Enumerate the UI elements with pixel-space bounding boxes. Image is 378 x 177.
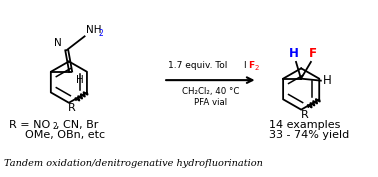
Text: H: H (76, 75, 84, 85)
Text: R: R (68, 103, 76, 113)
Text: F: F (249, 61, 255, 70)
Text: NH: NH (85, 25, 101, 35)
Text: I: I (243, 61, 246, 70)
Text: N: N (54, 38, 62, 48)
Text: R = NO: R = NO (9, 119, 51, 130)
Text: Tandem oxidation/denitrogenative hydrofluorination: Tandem oxidation/denitrogenative hydrofl… (5, 159, 263, 168)
Text: 2: 2 (254, 65, 259, 71)
Text: , CN, Br: , CN, Br (56, 119, 98, 130)
Text: CH₂Cl₂, 40 °C: CH₂Cl₂, 40 °C (182, 87, 239, 96)
Text: OMe, OBn, etc: OMe, OBn, etc (25, 130, 105, 140)
Text: F: F (309, 47, 317, 60)
Text: 1.7 equiv. Tol: 1.7 equiv. Tol (168, 61, 228, 70)
Text: 33 - 74% yield: 33 - 74% yield (270, 130, 350, 140)
Text: H: H (289, 47, 299, 60)
Text: 14 examples: 14 examples (270, 119, 341, 130)
Text: PFA vial: PFA vial (194, 98, 227, 107)
Text: R: R (301, 110, 308, 120)
Text: 2: 2 (99, 29, 103, 38)
Text: H: H (323, 74, 332, 87)
Text: 2: 2 (52, 122, 57, 132)
